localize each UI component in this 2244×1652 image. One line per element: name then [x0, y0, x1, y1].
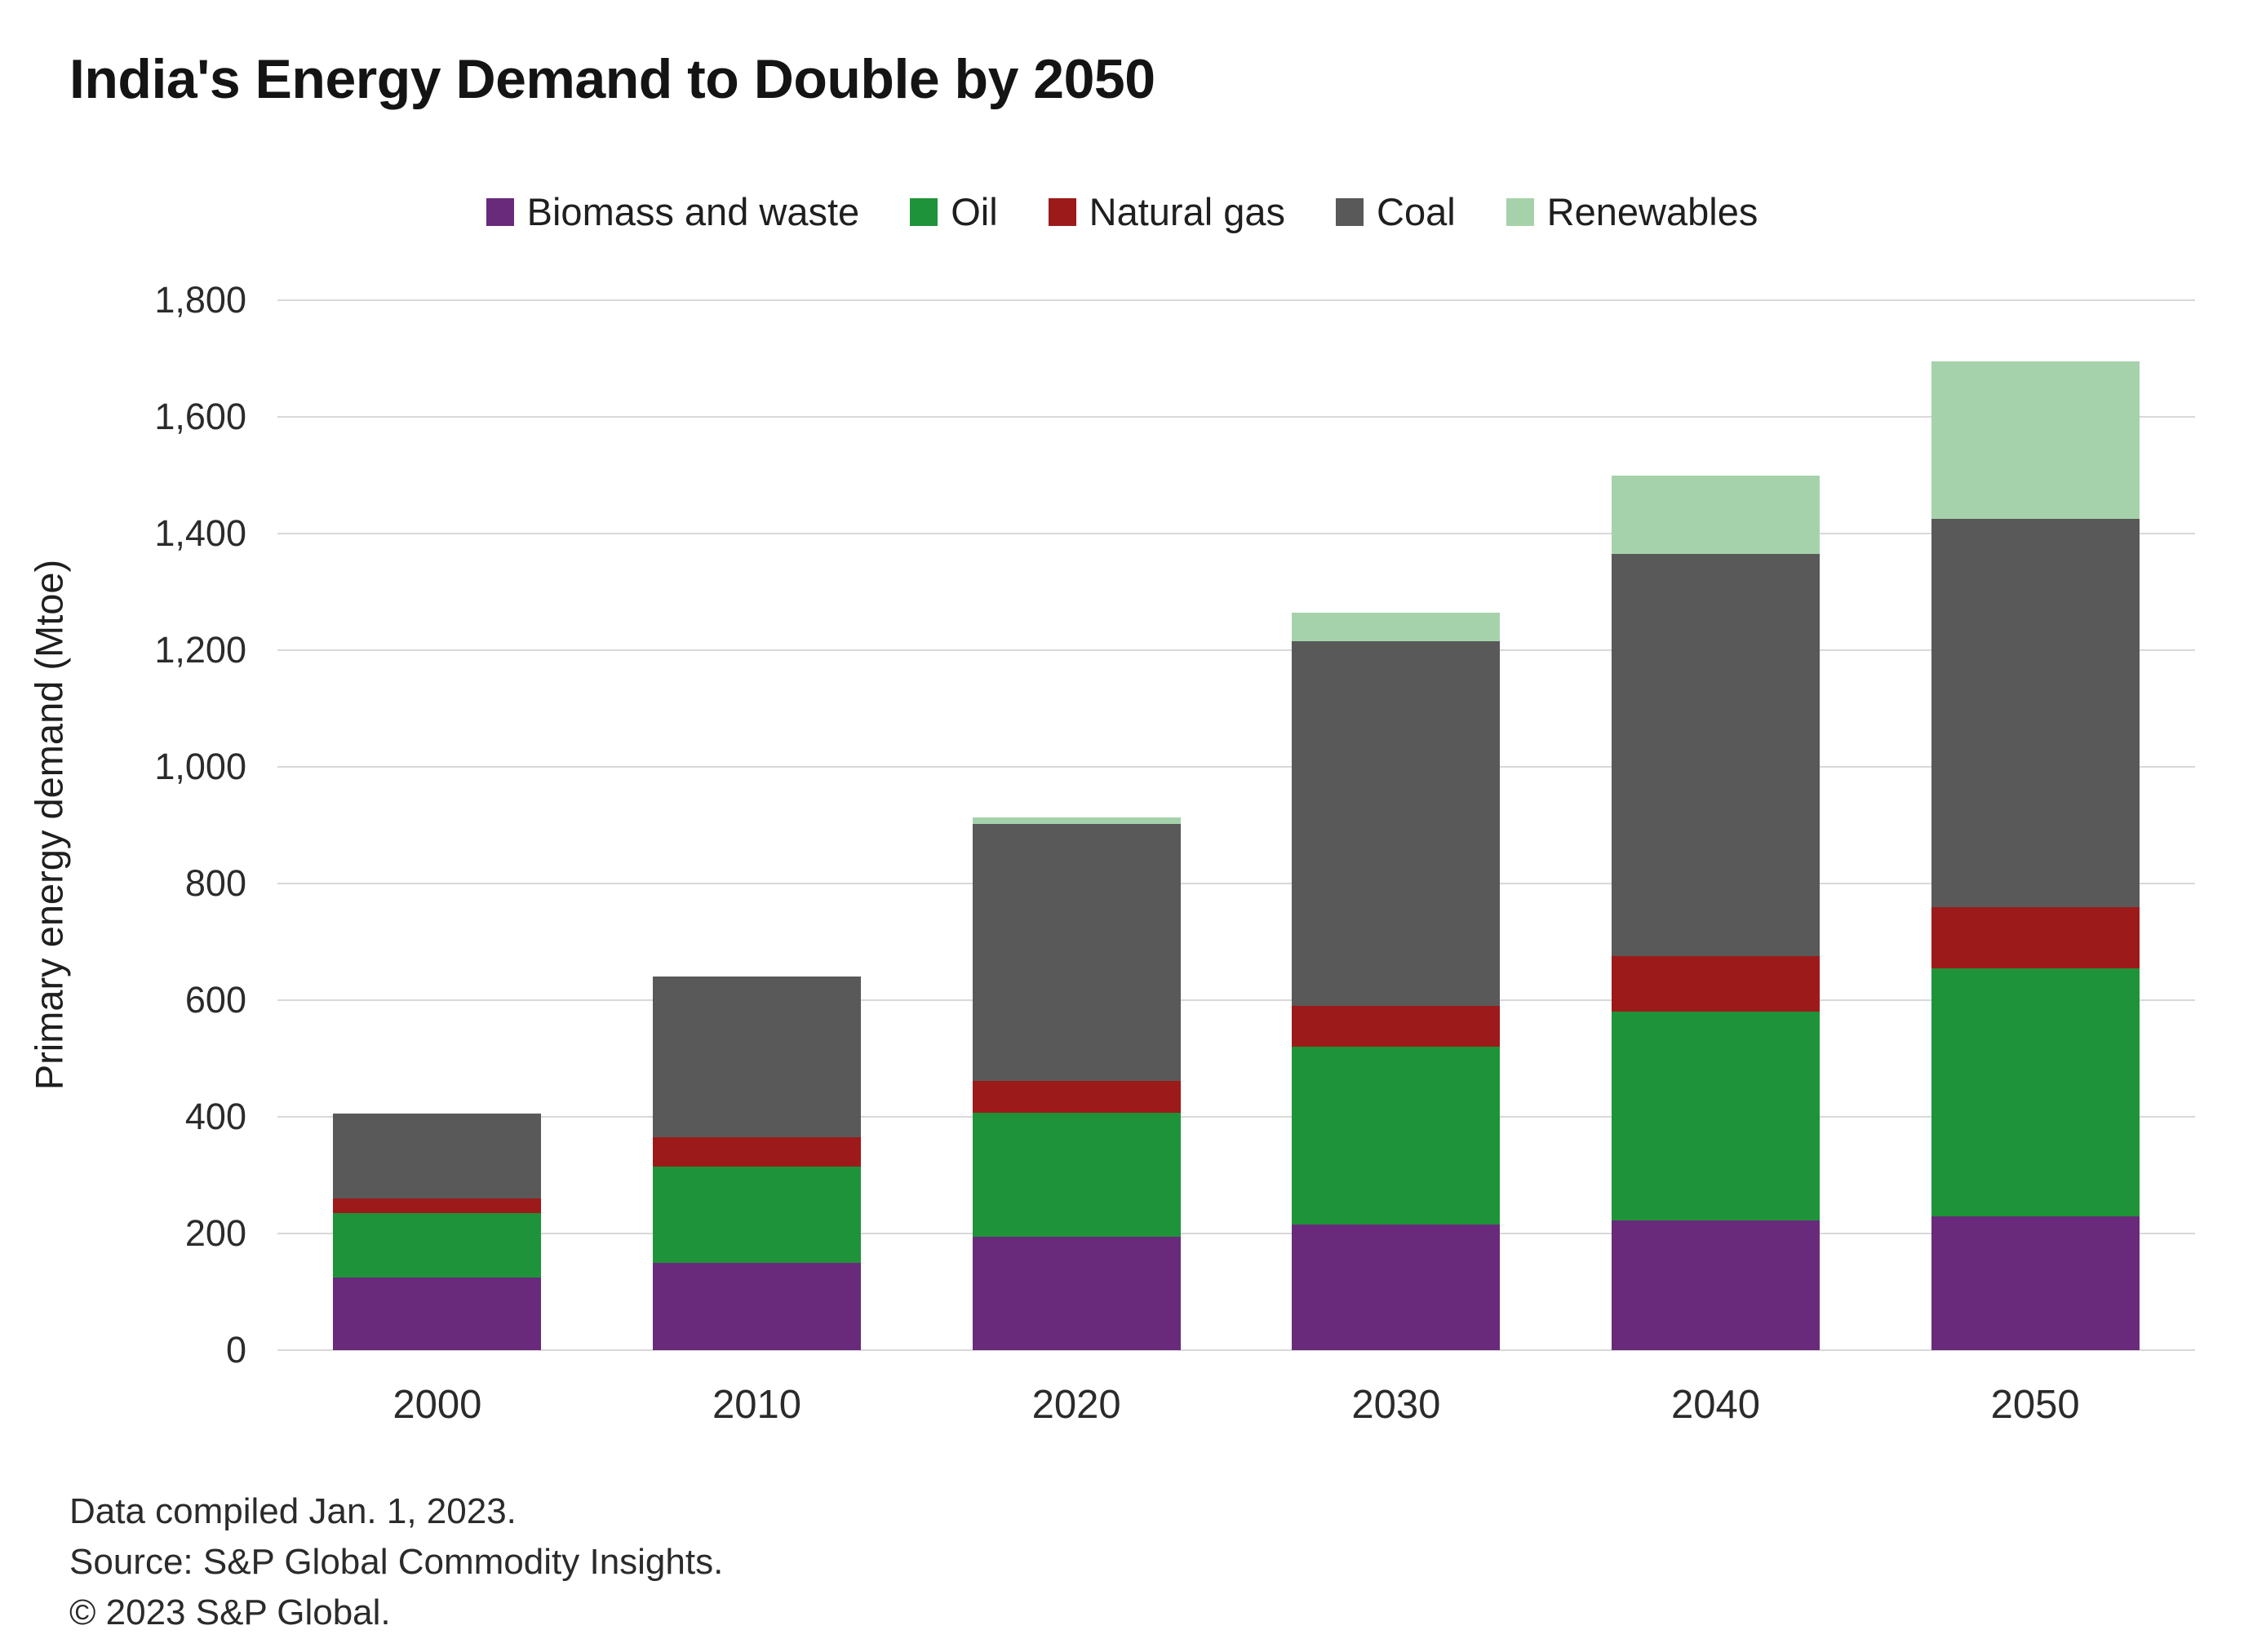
x-tick-label-2040: 2040: [1670, 1383, 1760, 1427]
gridline-400: [277, 1116, 2195, 1118]
gridline-200: [277, 1233, 2195, 1234]
bar-segment-coal-2030: [1292, 641, 1501, 1007]
legend-label-coal: Coal: [1377, 190, 1456, 233]
y-tick-label-1200: 1,200: [154, 629, 246, 671]
bar-segment-oil-2010: [653, 1166, 861, 1263]
legend-swatch-coal: [1336, 197, 1364, 226]
bar-segment-renewables-2040: [1612, 475, 1820, 555]
footer-source-note: Source: S&P Global Commodity Insights.: [69, 1542, 724, 1582]
gridline-1600: [277, 416, 2195, 418]
bar-segment-natural-gas-2050: [1931, 906, 2140, 968]
y-tick-label-200: 200: [184, 1212, 246, 1254]
bar-segment-natural-gas-2000: [333, 1198, 542, 1213]
x-tick-label-2000: 2000: [392, 1383, 482, 1427]
chart-title: India's Energy Demand to Double by 2050: [69, 48, 1155, 110]
bar-segment-renewables-2050: [1931, 361, 2140, 520]
bar-segment-oil-2000: [333, 1212, 542, 1278]
bar-segment-renewables-2020: [972, 817, 1181, 825]
bar-segment-coal-2000: [333, 1114, 542, 1199]
footer-compiled-note: Data compiled Jan. 1, 2023.: [69, 1491, 517, 1531]
legend-label-oil: Oil: [951, 190, 998, 233]
legend-label-biomass: Biomass and waste: [526, 190, 860, 233]
legend-swatch-oil: [910, 197, 938, 226]
y-tick-label-1400: 1,400: [154, 512, 246, 554]
y-tick-label-600: 600: [184, 979, 246, 1021]
gridline-1000: [277, 766, 2195, 768]
bar-segment-coal-2040: [1612, 554, 1820, 957]
footer-copyright-note: © 2023 S&P Global.: [69, 1592, 391, 1632]
legend-label-renewables: Renewables: [1546, 190, 1758, 233]
legend-swatch-natural-gas: [1048, 197, 1076, 226]
bar-segment-oil-2020: [972, 1113, 1181, 1237]
legend-item-coal: Coal: [1336, 189, 1456, 234]
bar-segment-oil-2030: [1292, 1047, 1501, 1225]
legend: Biomass and waste Oil Natural gas Coal Renew…: [0, 189, 2244, 234]
legend-item-oil: Oil: [910, 189, 998, 234]
bar-segment-biomass-2010: [653, 1262, 861, 1350]
x-tick-label-2020: 2020: [1031, 1383, 1121, 1427]
legend-item-natural-gas: Natural gas: [1048, 189, 1285, 234]
gridline-0: [277, 1349, 2195, 1351]
bar-segment-biomass-2040: [1612, 1220, 1820, 1350]
bar-segment-natural-gas-2030: [1292, 1006, 1501, 1047]
bar-segment-natural-gas-2040: [1612, 956, 1820, 1012]
gridline-1400: [277, 533, 2195, 534]
y-tick-label-400: 400: [184, 1096, 246, 1137]
bar-segment-renewables-2030: [1292, 612, 1501, 642]
legend-item-renewables: Renewables: [1506, 189, 1758, 234]
bar-segment-natural-gas-2010: [653, 1137, 861, 1167]
bar-segment-coal-2020: [972, 824, 1181, 1081]
x-tick-label-2030: 2030: [1351, 1383, 1441, 1427]
bar-segment-oil-2040: [1612, 1012, 1820, 1221]
bar-segment-coal-2050: [1931, 519, 2140, 907]
footer: Data compiled Jan. 1, 2023. Source: S&P …: [69, 1486, 723, 1638]
y-tick-label-1600: 1,600: [154, 396, 246, 437]
y-tick-label-800: 800: [184, 862, 246, 904]
bar-segment-oil-2050: [1931, 968, 2140, 1216]
bar-segment-biomass-2020: [972, 1236, 1181, 1350]
y-axis-tick-labels: 0 200 400 600 800 1,000 1,200 1,400 1,600 1,800: [0, 281, 246, 1369]
legend-swatch-biomass: [486, 197, 514, 226]
bar-segment-biomass-2030: [1292, 1225, 1501, 1350]
gridline-1800: [277, 299, 2195, 301]
y-tick-label-1800: 1,800: [154, 279, 246, 321]
x-axis-tick-labels: 2000 2010 2020 2030 2040 2050: [277, 1382, 2195, 1439]
y-tick-label-0: 0: [225, 1329, 246, 1371]
legend-swatch-renewables: [1506, 197, 1534, 226]
bar-segment-biomass-2050: [1931, 1216, 2140, 1350]
plot-area: [277, 299, 2195, 1351]
bar-segment-natural-gas-2020: [972, 1080, 1181, 1113]
gridline-600: [277, 999, 2195, 1001]
bar-segment-biomass-2000: [333, 1277, 542, 1350]
legend-label-natural-gas: Natural gas: [1089, 190, 1285, 233]
gridline-800: [277, 883, 2195, 884]
gridline-1200: [277, 649, 2195, 651]
x-tick-label-2010: 2010: [712, 1383, 801, 1427]
bar-segment-coal-2010: [653, 977, 861, 1138]
legend-item-biomass: Biomass and waste: [486, 189, 860, 234]
x-tick-label-2050: 2050: [1990, 1383, 2080, 1427]
y-tick-label-1000: 1,000: [154, 746, 246, 787]
